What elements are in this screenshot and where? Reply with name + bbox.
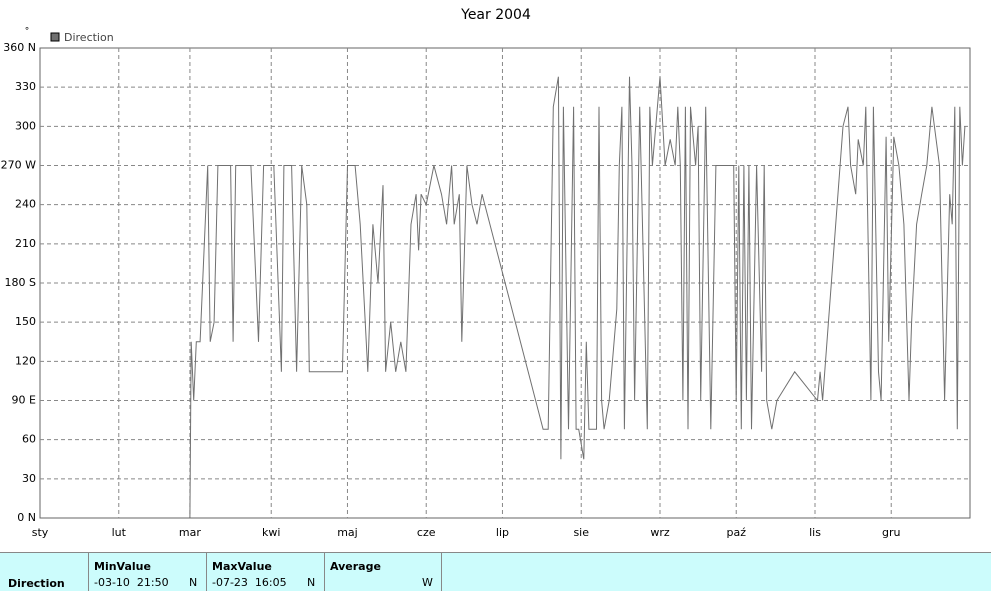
col-header: MaxValue [212, 560, 272, 573]
min-dir: N [189, 576, 198, 589]
col-header: MinValue [94, 560, 151, 573]
legend-label: Direction [64, 31, 114, 44]
chart-title: Year 2004 [460, 7, 531, 23]
y-tick-label: 240 [15, 198, 36, 211]
y-tick-label: 210 [15, 237, 36, 250]
cell: Direction [0, 553, 89, 591]
y-tick-label: 30 [22, 472, 36, 485]
x-tick-label: kwi [262, 526, 280, 539]
y-tick-label: 360 N [3, 41, 36, 54]
y-tick-label: 0 N [17, 511, 36, 524]
y-tick-label: 180 S [5, 276, 36, 289]
x-tick-label: sty [32, 526, 49, 539]
max-dir: N [307, 576, 316, 589]
x-tick-label: lut [112, 526, 127, 539]
x-tick-label: sie [573, 526, 589, 539]
x-tick-label: gru [882, 526, 900, 539]
row-label: Direction [8, 577, 65, 590]
series-line [189, 76, 966, 519]
x-tick-label: wrz [650, 526, 670, 539]
col-header: Average [330, 560, 381, 573]
chart: Year 2004 ° Direction 0 N 30 60 90 E 120 150 1… [1, 7, 971, 539]
y-tick-label: 330 [15, 80, 36, 93]
y-tick-label: 270 W [1, 159, 36, 172]
x-tick-label: maj [337, 526, 358, 539]
avg-dir: W [422, 576, 433, 589]
cell: MaxValue -07-23 16:05 N [206, 553, 325, 591]
y-tick-label: 150 [15, 315, 36, 328]
max-date: -07-23 16:05 [212, 576, 287, 589]
x-tick-label: paź [726, 526, 746, 539]
legend-swatch [50, 32, 60, 42]
y-unit: ° [25, 27, 30, 37]
x-tick-label: lip [496, 526, 509, 539]
cell: Average W [324, 553, 442, 591]
y-tick-label: 90 E [12, 394, 36, 407]
x-tick-label: cze [417, 526, 436, 539]
y-tick-label: 120 [15, 354, 36, 367]
y-tick-label: 300 [15, 119, 36, 132]
summary-table: Direction MinValue -03-10 21:50 N MaxVal… [0, 552, 991, 591]
x-tick-label: lis [809, 526, 821, 539]
x-tick-label: mar [179, 526, 201, 539]
y-tick-label: 60 [22, 433, 36, 446]
cell: MinValue -03-10 21:50 N [88, 553, 207, 591]
min-date: -03-10 21:50 [94, 576, 169, 589]
